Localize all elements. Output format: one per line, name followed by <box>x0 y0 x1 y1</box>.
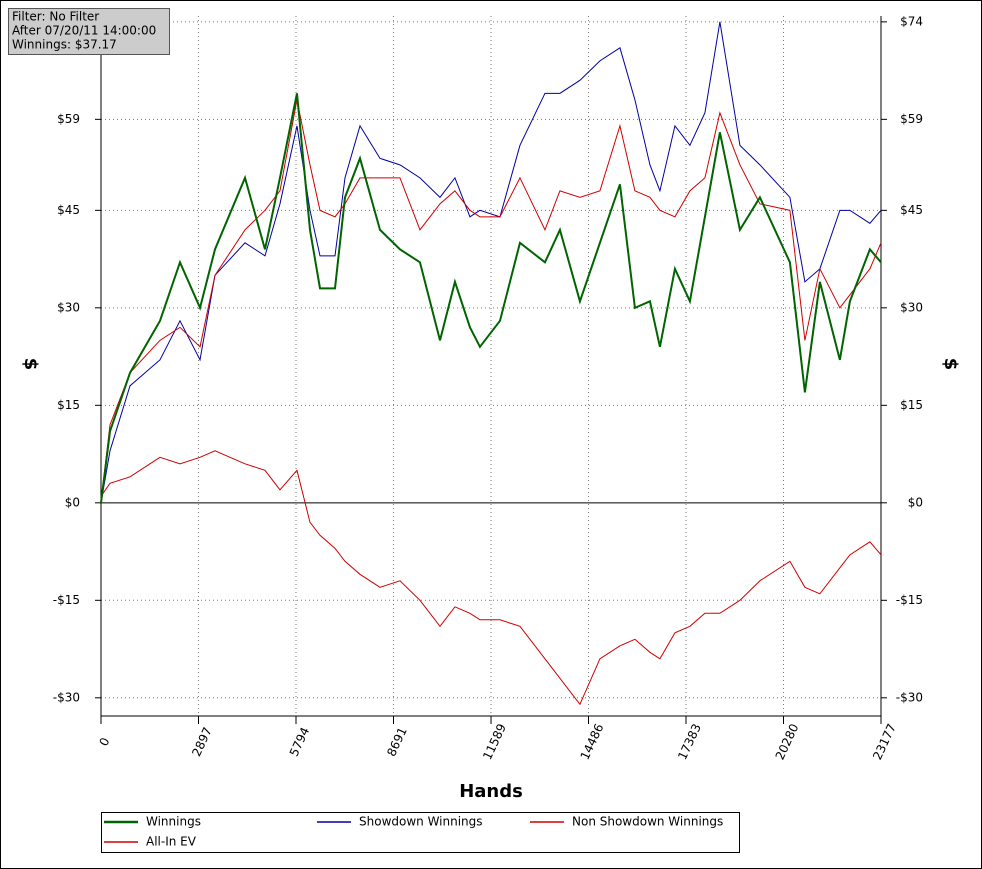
y2-tick-label: $74 <box>900 14 923 28</box>
line <box>100 99 882 503</box>
y2-tick-label: $15 <box>900 398 923 412</box>
legend-label: Non Showdown Winnings <box>572 815 723 829</box>
y-tick-label: $15 <box>57 398 80 412</box>
y-axis-label: $ <box>20 358 41 371</box>
y-tick-label: -$30 <box>53 690 80 704</box>
legend <box>101 812 740 853</box>
legend-label: Winnings <box>146 815 201 829</box>
legend-label: All-In EV <box>146 835 197 849</box>
y2-tick-label: $45 <box>900 203 923 217</box>
y-tick-label: $0 <box>65 495 80 509</box>
y-tick-label: $45 <box>57 203 80 217</box>
y2-tick-label: -$15 <box>896 593 923 607</box>
y2-tick-label: $30 <box>900 300 923 314</box>
info-box <box>8 8 170 55</box>
y-tick-label: $59 <box>57 112 80 126</box>
line <box>100 450 882 706</box>
y2-axis-label: $ <box>940 358 961 371</box>
x-axis-label: Hands <box>459 781 523 802</box>
line <box>100 93 882 503</box>
y-tick-label: -$15 <box>53 593 80 607</box>
line <box>100 21 882 503</box>
info-text: After 07/20/11 14:00:00 <box>12 24 156 38</box>
legend-label: Showdown Winnings <box>359 815 483 829</box>
y-tick-label: $30 <box>57 300 80 314</box>
y2-tick-label: $59 <box>900 112 923 126</box>
info-text: Filter: No Filter <box>12 10 99 24</box>
y2-tick-label: -$30 <box>896 690 923 704</box>
info-text: Winnings: $37.17 <box>12 38 117 52</box>
y2-tick-label: $0 <box>908 495 923 509</box>
